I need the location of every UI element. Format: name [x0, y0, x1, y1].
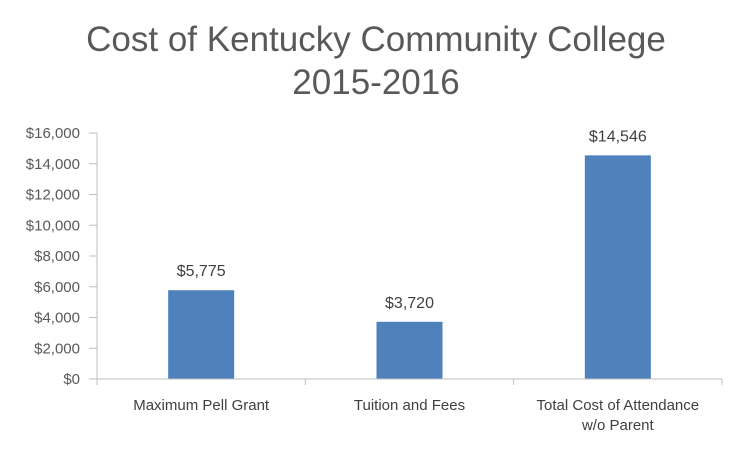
data-label: $3,720: [385, 295, 434, 312]
chart-title: Cost of Kentucky Community College 2015-…: [0, 18, 752, 104]
bar: [376, 321, 443, 379]
bar: [584, 155, 651, 379]
category-label: Tuition and Fees: [354, 397, 465, 414]
category-label: Total Cost of Attendance w/o Parent: [537, 397, 700, 434]
y-tick-label: $2,000: [34, 340, 80, 357]
y-axis: $0 $2,000 $4,000 $6,000 $8,000 $10,000 $12,000…: [26, 125, 98, 388]
data-label: $14,546: [589, 128, 647, 145]
y-tick-label: $6,000: [34, 279, 80, 296]
y-tick-label: $8,000: [34, 248, 80, 265]
y-tick-label: $0: [63, 371, 80, 388]
y-tick-label: $10,000: [26, 217, 80, 234]
y-tick-label: $4,000: [34, 310, 80, 327]
bar: [168, 290, 235, 379]
y-tick-label: $16,000: [26, 125, 80, 142]
y-tick-label: $14,000: [26, 156, 80, 173]
chart-title-line-1: Cost of Kentucky Community College: [86, 20, 666, 59]
chart-title-line-2: 2015-2016: [292, 63, 460, 102]
data-label: $5,775: [177, 263, 226, 280]
y-tick-label: $12,000: [26, 187, 80, 204]
x-axis: Maximum Pell Grant Tuition and Fees Total …: [96, 378, 723, 434]
category-label: Maximum Pell Grant: [133, 397, 270, 414]
bars: $5,775 $3,720 $14,546: [168, 128, 651, 379]
